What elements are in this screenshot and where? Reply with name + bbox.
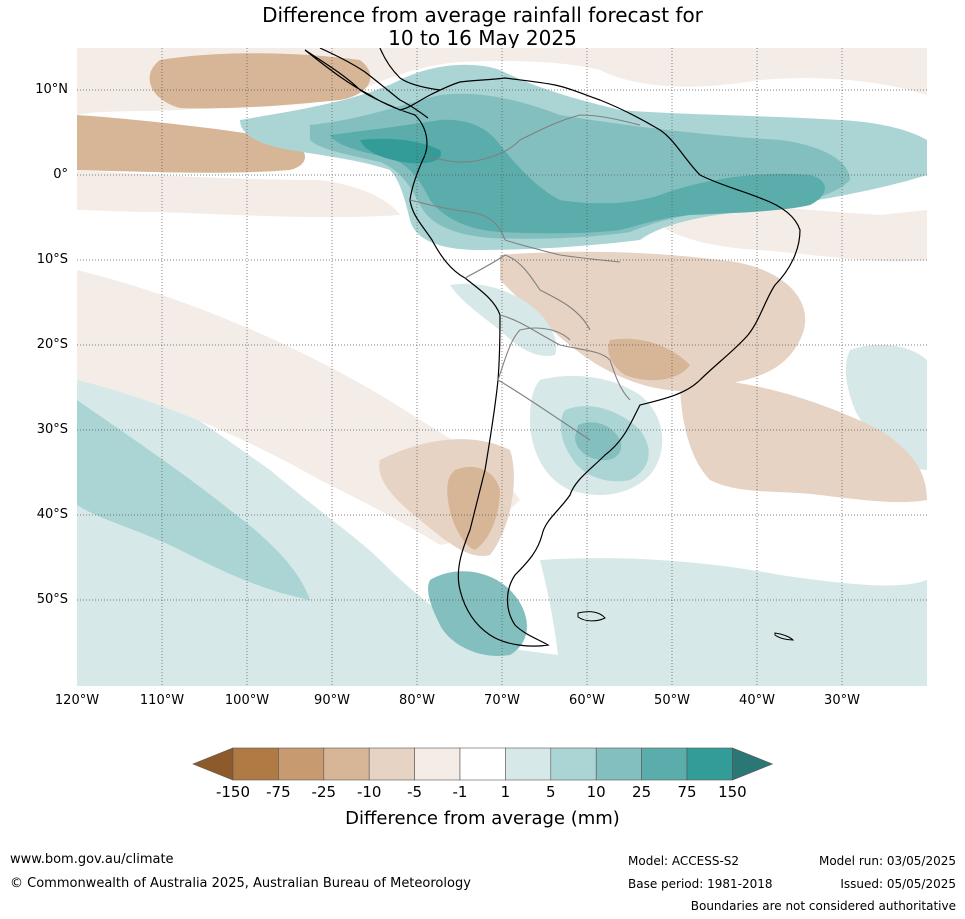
colorbar-extend-low [192,747,234,781]
lon-label-70w: 70°W [484,693,520,708]
colorbar-extend-high [732,747,774,781]
lon-label-110w: 110°W [139,693,185,708]
anomaly-region-south-pacific-inner [77,400,310,600]
anomaly-region-equatorial-wet-core [330,119,825,234]
map-title: Difference from average rainfall forecas… [0,4,965,50]
lat-label-0: 0° [53,167,68,182]
south-america-coastline [304,49,801,647]
lat-label-20s: 20°S [36,337,68,352]
colorbar-tick-label: 1 [500,783,511,801]
country-borders [409,114,641,441]
base-period: Base period: 1981-2018 [628,877,773,891]
lon-label-50w: 50°W [654,693,690,708]
colorbar-tick-label: -75 [266,783,291,801]
colorbar-swatch [686,747,733,781]
colorbar-tick-label: -5 [407,783,423,801]
lat-label-50s: 50°S [36,592,68,607]
colorbar-tick-label: 150 [718,783,747,801]
south-georgia [774,632,795,641]
website-link[interactable]: www.bom.gov.au/climate [10,852,174,867]
central-america-coastline [319,48,441,119]
anomaly-region-brazil-dry [500,251,806,391]
anomaly-region-south-atlantic-dry [680,379,927,503]
anomaly-region-north-pacific-dry-inner [149,53,371,109]
title-line-2: 10 to 16 May 2025 [388,26,577,50]
colorbar-swatch [641,747,688,781]
title-line-1: Difference from average rainfall forecas… [262,3,703,27]
lat-label-30s: 30°S [36,422,68,437]
falkland-islands [577,611,606,622]
colorbar-tick-label: -1 [452,783,468,801]
model-run: Model run: 03/05/2025 [818,854,956,868]
issued-date: Issued: 05/05/2025 [840,877,956,891]
lon-label-40w: 40°W [739,693,775,708]
colorbar-swatch [232,747,279,781]
colorbar-swatch [595,747,642,781]
colorbar-tick-label: 5 [546,783,556,801]
lon-label-80w: 80°W [399,693,435,708]
copyright-text: © Commonwealth of Australia 2025, Austra… [10,876,471,891]
colorbar-swatch [459,747,506,781]
lon-label-30w: 30°W [824,693,860,708]
model-name: Model: ACCESS-S2 [628,854,740,868]
anomaly-region-tropical-atlantic-dry [660,203,927,262]
lat-label-10s: 10°S [36,252,68,267]
map-field [77,48,927,686]
colorbar-tick-label: 25 [632,783,652,801]
colorbar-swatch [278,747,325,781]
lon-label-60w: 60°W [569,693,605,708]
anomaly-region-equatorial-wet-max [360,138,441,164]
lat-label-10n: 10°N [35,82,68,97]
anomaly-region-bolivia-wet [450,283,557,356]
anomaly-region-chile-dry-inner [447,466,500,550]
boundaries-disclaimer: Boundaries are not considered authoritat… [690,899,956,913]
colorbar-tick-label: -150 [215,783,251,801]
colorbar-swatch [550,747,597,781]
anomaly-region-brazil-dry-inner [608,338,690,381]
colorbar-swatch [414,747,461,781]
colorbar-swatch [368,747,415,781]
anomaly-region-equatorial-pacific-dry [77,115,305,173]
colorbar-tick-label: 10 [586,783,606,801]
colorbar-tick-label: -25 [311,783,337,801]
anomaly-region-cape-horn [428,571,527,656]
colorbar-swatch [505,747,552,781]
colorbar-tick-label: 75 [677,783,697,801]
lat-label-40s: 40°S [36,507,68,522]
colorbar-tick-label: -10 [356,783,382,801]
colorbar-swatch [323,747,370,781]
anomaly-region-south-pacific [77,345,640,686]
lon-label-120w: 120°W [54,693,100,708]
anomaly-region-east-atlantic [845,344,927,470]
lon-label-90w: 90°W [314,693,350,708]
anomaly-region-equatorial-pacific-dry-outer [77,170,400,218]
lon-label-100w: 100°W [224,693,270,708]
anomaly-region-south-atlantic [540,558,927,686]
colorbar-label: Difference from average (mm) [345,808,620,829]
